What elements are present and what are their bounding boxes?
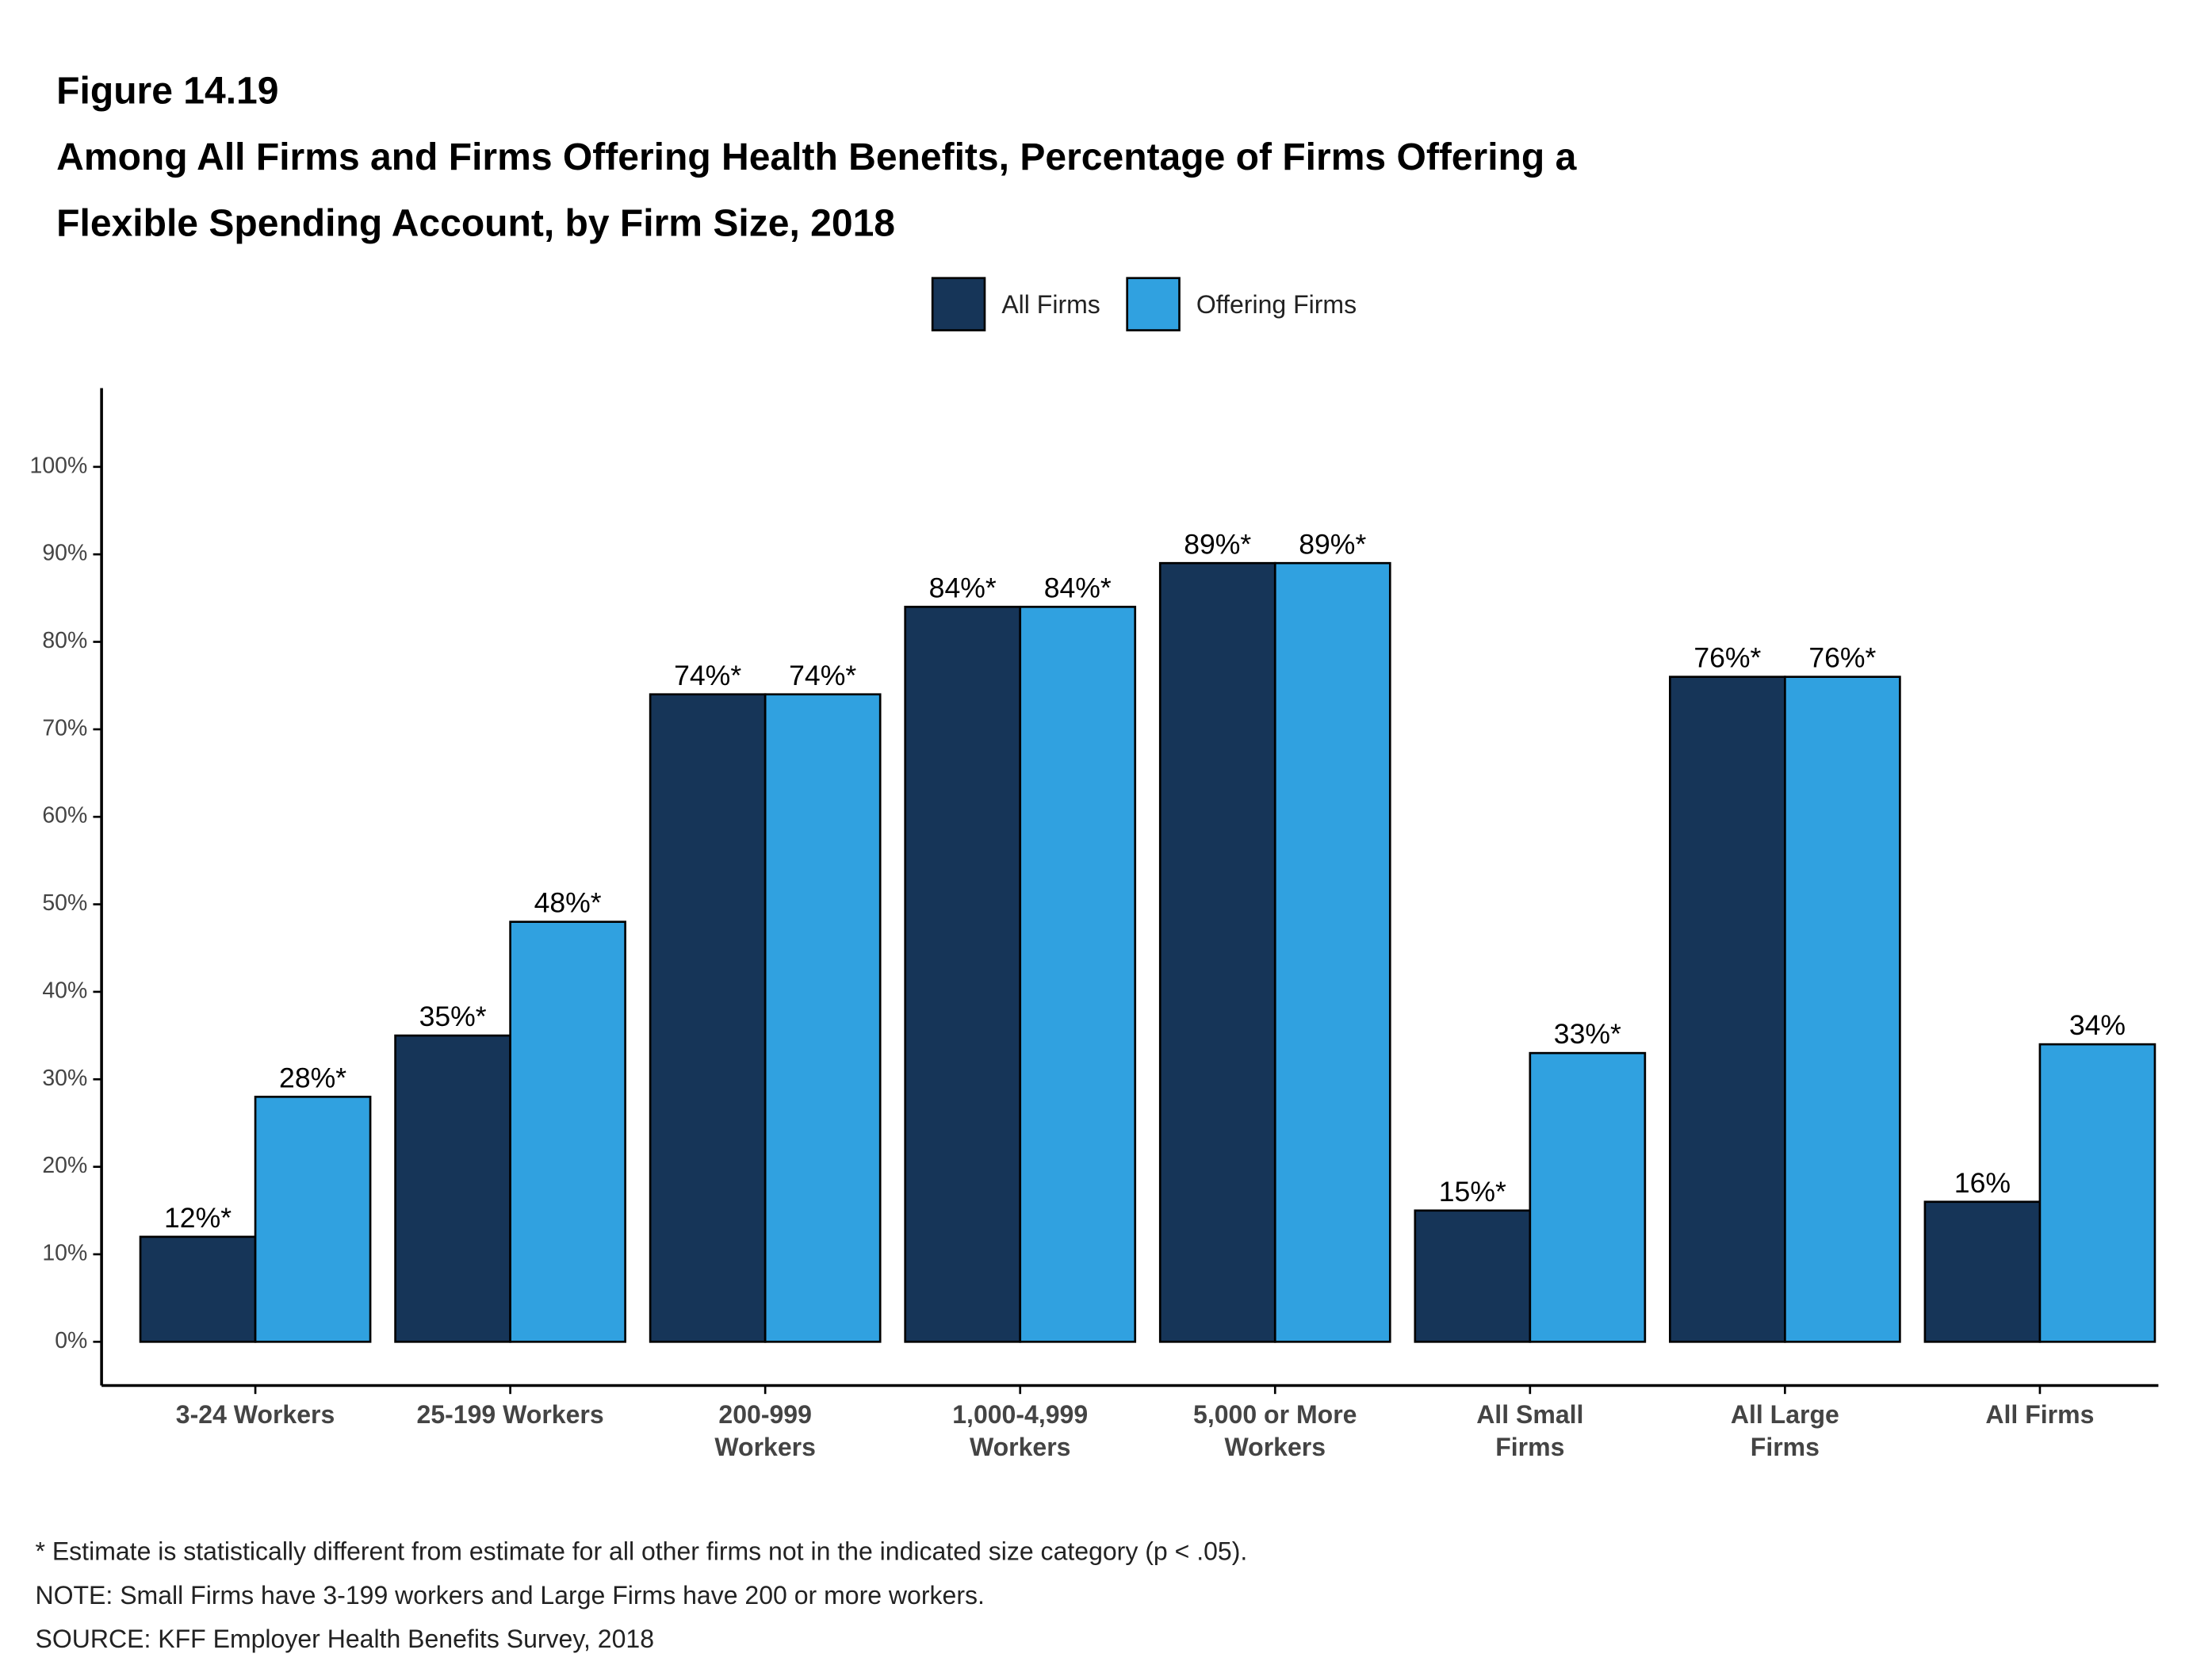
- x-tick-label: All Firms: [1985, 1400, 2094, 1429]
- bar: [649, 693, 767, 1343]
- x-tick-label: 200-999: [718, 1400, 812, 1429]
- chart-title: Flexible Spending Account, by Firm Size,…: [56, 203, 895, 245]
- x-tick-label: Workers: [714, 1433, 816, 1461]
- bar: [254, 1096, 372, 1343]
- y-tick-label: 90%: [42, 541, 87, 566]
- y-tick-label: 100%: [30, 453, 88, 478]
- y-tick-label: 60%: [42, 803, 87, 829]
- footnote: * Estimate is statistically different fr…: [35, 1537, 1247, 1566]
- y-tick-label: 30%: [42, 1066, 87, 1091]
- value-label: 76%*: [1808, 642, 1876, 674]
- value-label: 76%*: [1693, 642, 1761, 674]
- bar: [509, 921, 626, 1343]
- y-tick-label: 70%: [42, 715, 87, 741]
- legend-swatch: [931, 277, 986, 331]
- value-label: 89%*: [1184, 528, 1251, 560]
- legend-label: Offering Firms: [1196, 290, 1357, 319]
- footnote: NOTE: Small Firms have 3-199 workers and…: [35, 1581, 984, 1610]
- x-tick-label: All Small: [1476, 1400, 1583, 1429]
- bar: [1784, 676, 1901, 1343]
- bar: [1158, 561, 1276, 1343]
- footnote: SOURCE: KFF Employer Health Benefits Sur…: [35, 1625, 654, 1653]
- x-tick-label: Firms: [1751, 1433, 1820, 1461]
- bar: [139, 1235, 257, 1343]
- value-label: 48%*: [534, 887, 602, 919]
- y-tick-label: 80%: [42, 628, 87, 653]
- y-tick-label: 0%: [55, 1328, 87, 1353]
- value-label: 84%*: [929, 572, 997, 603]
- bar: [2038, 1043, 2157, 1343]
- x-tick-label: Workers: [1225, 1433, 1326, 1461]
- y-tick-label: 20%: [42, 1153, 87, 1178]
- bar: [763, 693, 882, 1343]
- value-label: 74%*: [674, 660, 741, 691]
- x-tick-label: 3-24 Workers: [176, 1400, 335, 1429]
- value-label: 28%*: [279, 1062, 346, 1093]
- bar: [1669, 676, 1786, 1343]
- x-tick-label: Workers: [970, 1433, 1071, 1461]
- value-label: 74%*: [789, 660, 856, 691]
- value-label: 33%*: [1554, 1018, 1621, 1050]
- x-tick-label: All Large: [1731, 1400, 1839, 1429]
- x-tick-label: 1,000-4,999: [952, 1400, 1088, 1429]
- legend-swatch: [1126, 277, 1181, 331]
- bar: [394, 1034, 511, 1343]
- x-tick-label: 5,000 or More: [1193, 1400, 1357, 1429]
- y-tick-label: 50%: [42, 890, 87, 916]
- bar: [1414, 1209, 1532, 1343]
- bar: [1529, 1051, 1647, 1343]
- value-label: 16%: [1954, 1167, 2011, 1199]
- x-tick-label: 25-199 Workers: [417, 1400, 604, 1429]
- value-label: 15%*: [1439, 1176, 1506, 1208]
- x-tick-label: Firms: [1495, 1433, 1564, 1461]
- y-tick-label: 40%: [42, 978, 87, 1003]
- y-tick-label: 10%: [42, 1240, 87, 1265]
- figure-label: Figure 14.19: [56, 70, 278, 112]
- bar: [1019, 606, 1137, 1343]
- bar: [1923, 1200, 2042, 1343]
- value-label: 34%: [2069, 1009, 2126, 1041]
- value-label: 89%*: [1299, 528, 1366, 560]
- value-label: 35%*: [419, 1001, 487, 1032]
- chart-title: Among All Firms and Firms Offering Healt…: [56, 136, 1577, 178]
- legend-label: All Firms: [1001, 290, 1100, 319]
- value-label: 12%*: [164, 1202, 232, 1234]
- value-label: 84%*: [1044, 572, 1112, 603]
- bar: [1273, 561, 1391, 1343]
- bar: [904, 606, 1022, 1343]
